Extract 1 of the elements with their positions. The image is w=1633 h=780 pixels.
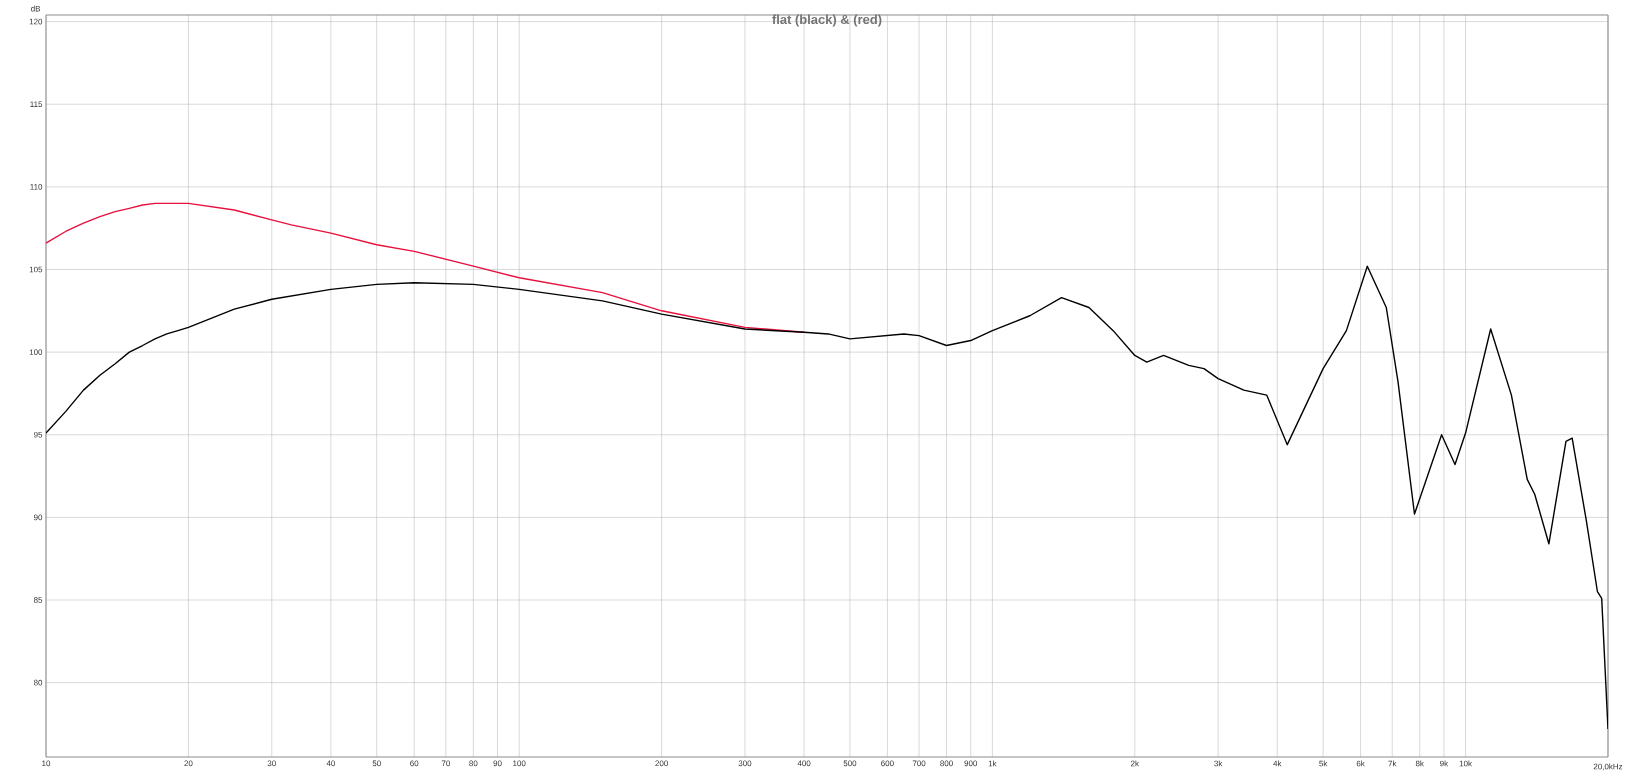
chart-title: flat (black) & (red): [772, 14, 882, 27]
